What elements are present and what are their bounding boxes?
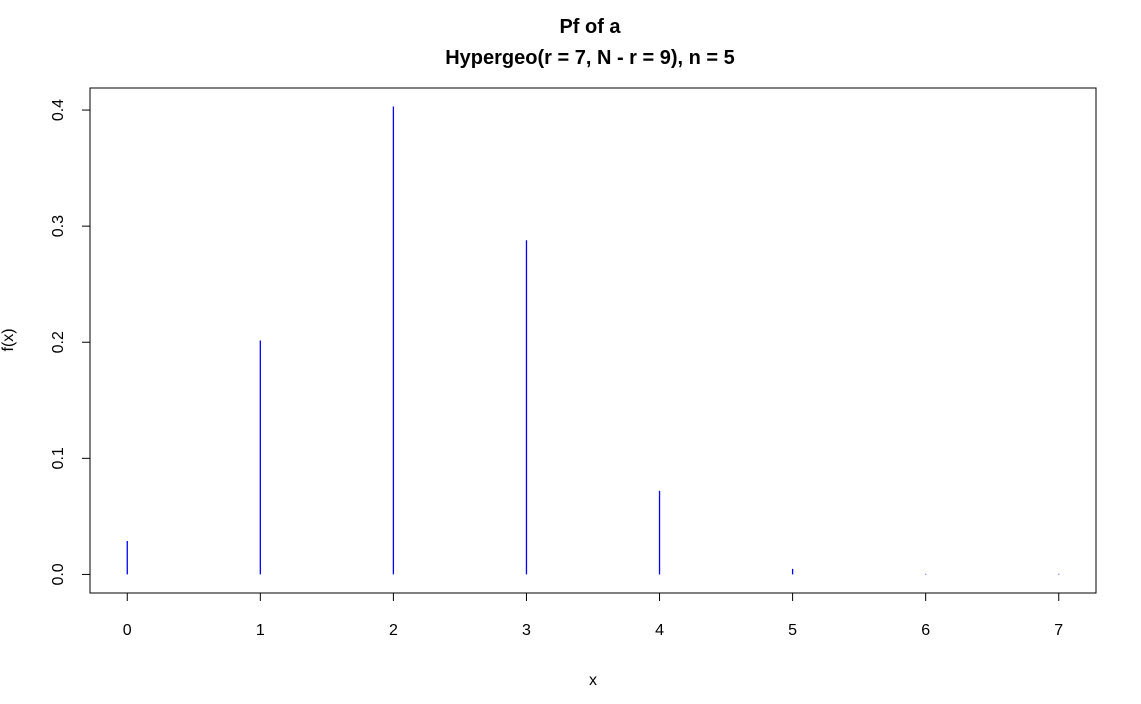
y-tick-label-0.0: 0.0 — [50, 563, 67, 585]
x-axis-label: x — [589, 672, 597, 689]
x-tick-label-6: 6 — [921, 622, 930, 639]
x-tick-label-3: 3 — [522, 622, 531, 639]
y-axis: 0.0 0.1 0.2 0.3 0.4 — [50, 99, 90, 586]
chart-title: Pf of a — [559, 16, 621, 38]
chart-subtitle: Hypergeo(r = 7, N - r = 9), n = 5 — [445, 47, 735, 69]
y-tick-label-0.2: 0.2 — [50, 331, 67, 353]
y-tick-label-0.3: 0.3 — [50, 215, 67, 237]
y-tick-label-0.4: 0.4 — [50, 99, 67, 121]
x-tick-label-0: 0 — [123, 622, 132, 639]
x-tick-label-7: 7 — [1054, 622, 1063, 639]
x-tick-label-5: 5 — [788, 622, 797, 639]
x-tick-label-1: 1 — [256, 622, 265, 639]
x-tick-label-4: 4 — [655, 622, 664, 639]
bars-group — [126, 106, 1060, 575]
y-tick-label-0.1: 0.1 — [50, 447, 67, 469]
x-axis: 0 1 2 3 4 5 6 7 — [123, 593, 1063, 639]
plot-frame — [89, 87, 1097, 594]
x-tick-label-2: 2 — [389, 622, 398, 639]
y-axis-label: f(x) — [0, 328, 17, 351]
